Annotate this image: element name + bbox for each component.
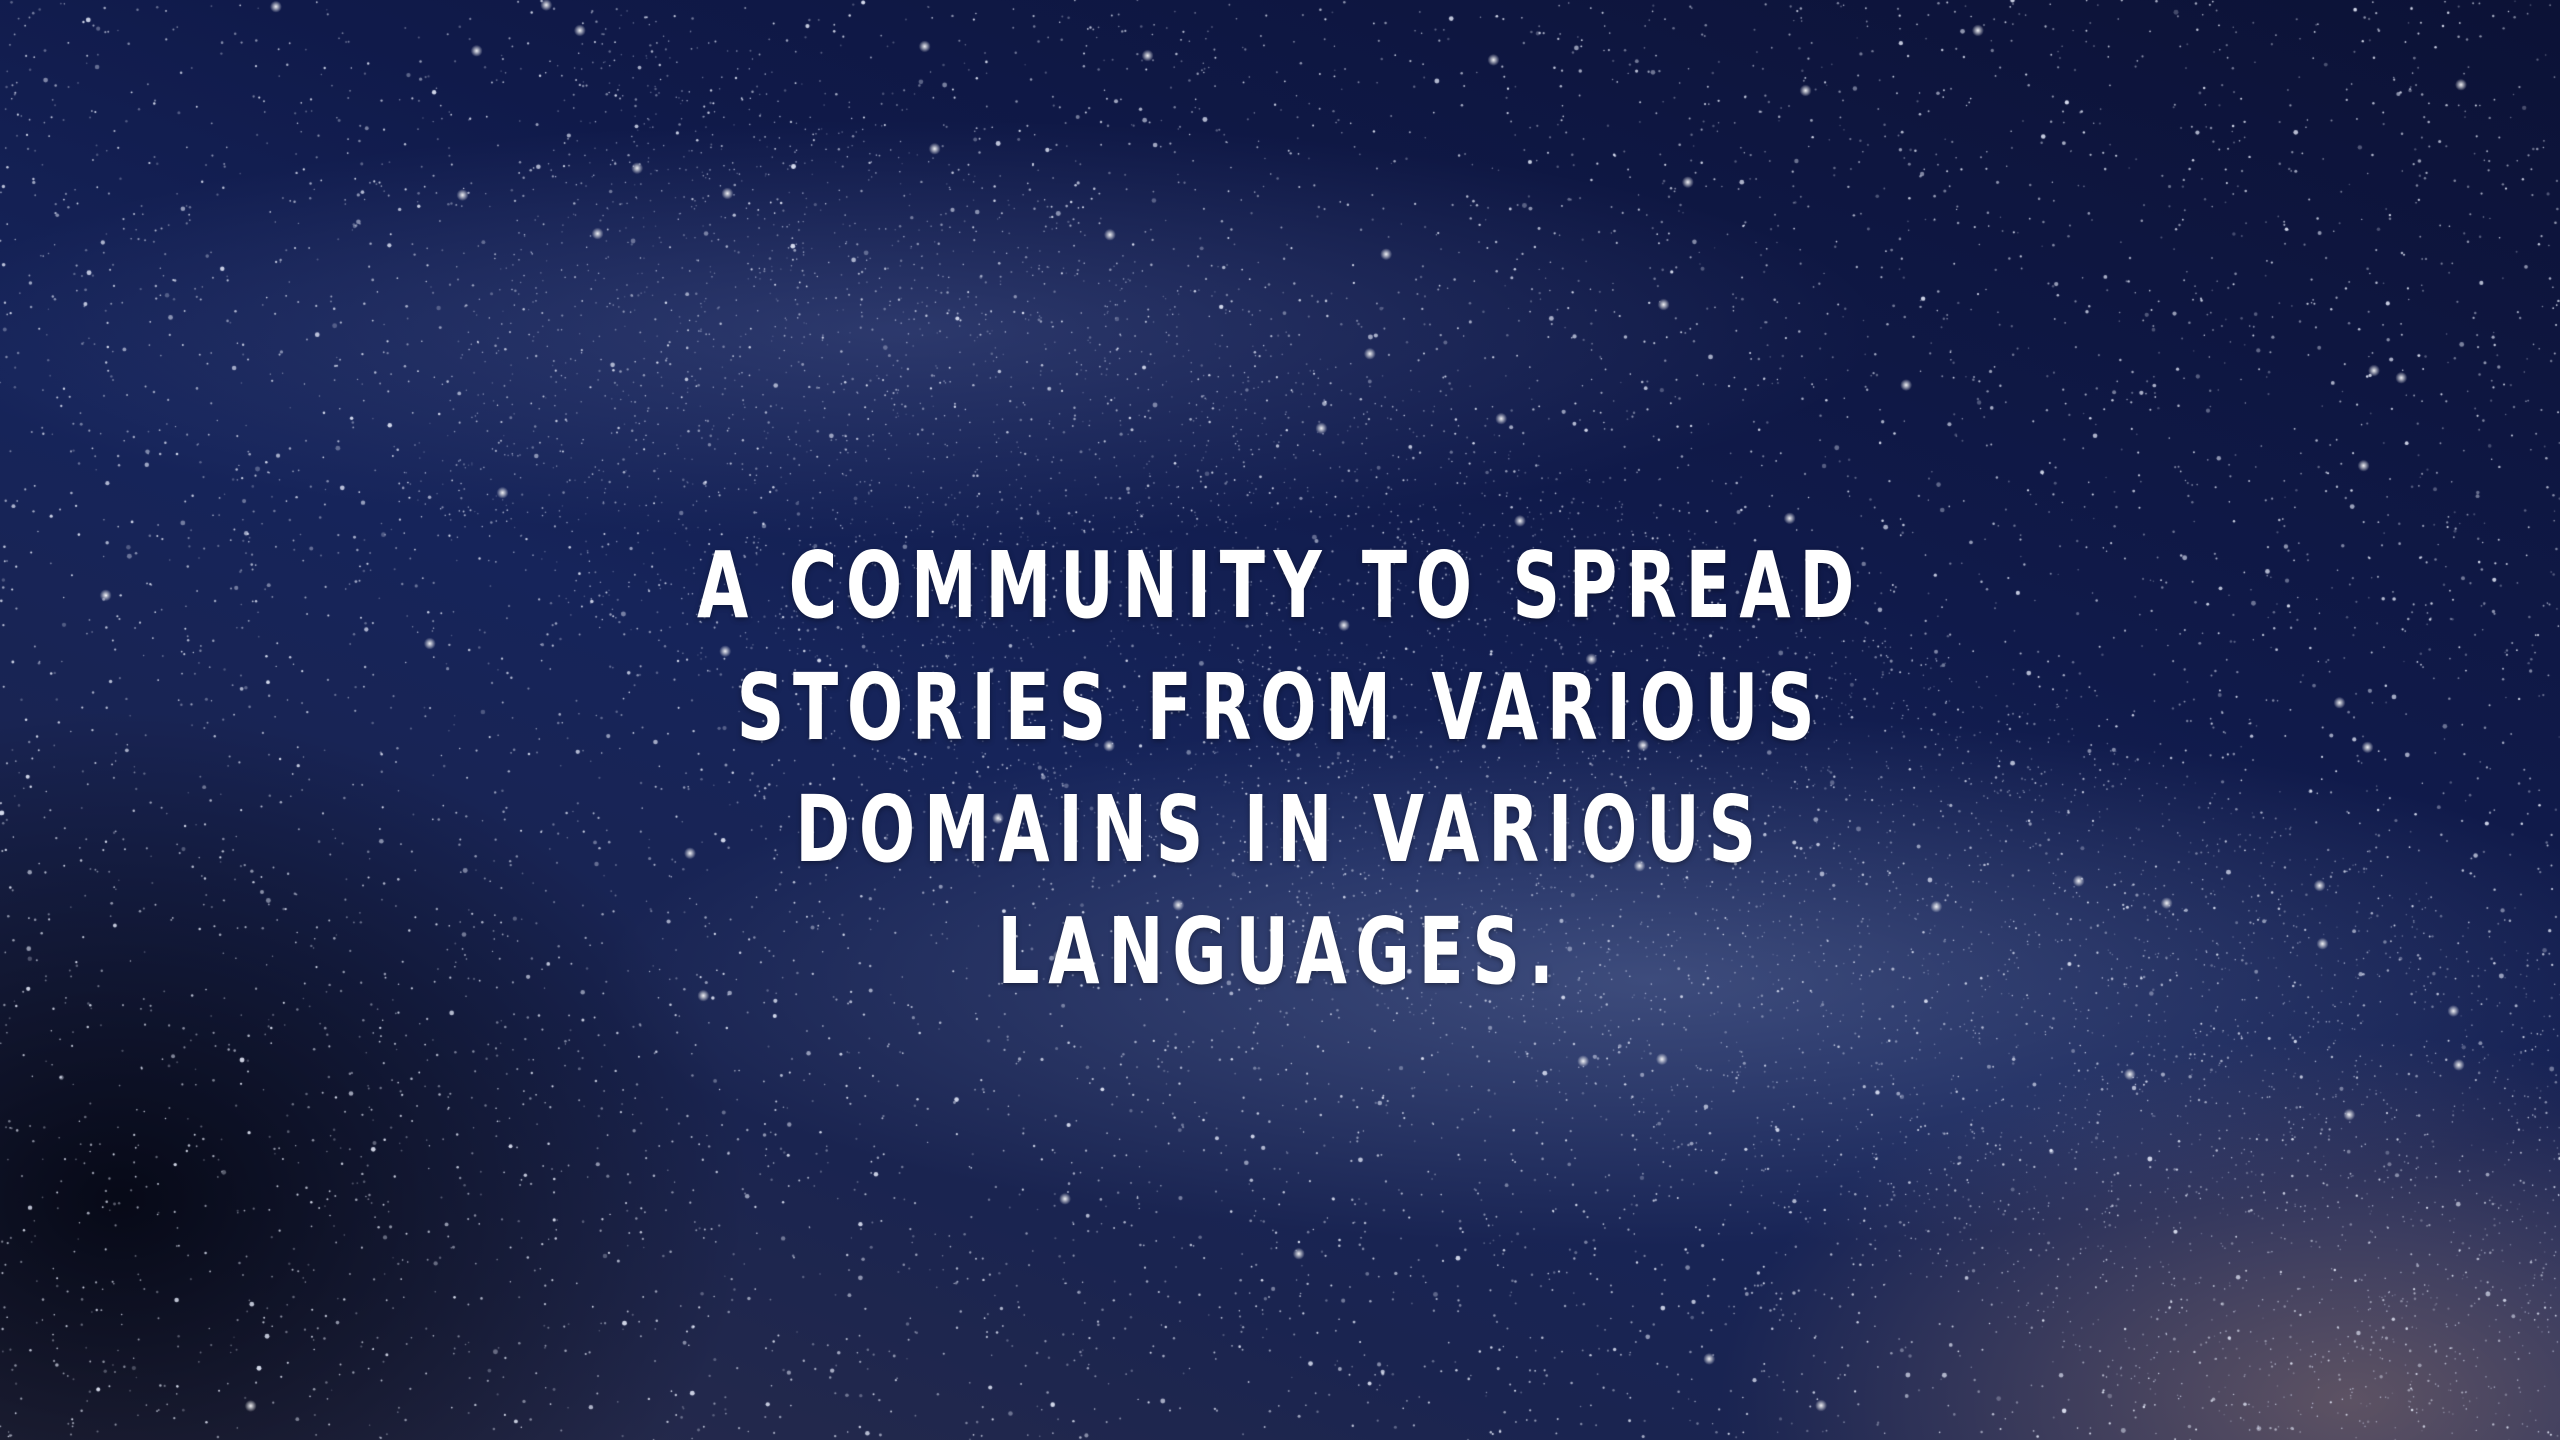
tagline-container: A COMMUNITY TO SPREAD STORIES FROM VARIO… xyxy=(380,525,2180,1013)
hero-tagline: A COMMUNITY TO SPREAD STORIES FROM VARIO… xyxy=(697,532,1863,1005)
